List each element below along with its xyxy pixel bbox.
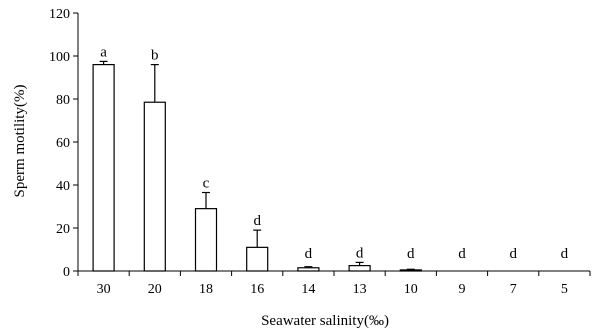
- bar: [92, 63, 115, 272]
- plot-area: 0 20 40 60 80 100 120 a 30 b 20 c 18 d 16 d 14 d 13 d 10 d 9 d 7…: [49, 7, 591, 297]
- x-tick-label: 10: [404, 282, 418, 297]
- bar: [143, 101, 166, 272]
- y-tick-label: 100: [49, 50, 70, 65]
- y-tick-label: 40: [56, 179, 70, 194]
- x-tick-label: 14: [301, 282, 315, 297]
- x-tick-label: 13: [353, 282, 367, 297]
- x-tick-label: 7: [510, 282, 517, 297]
- x-tick-label: 16: [250, 282, 264, 297]
- y-tick-label: 80: [56, 93, 70, 108]
- significance-label: d: [561, 246, 569, 262]
- significance-label: d: [458, 246, 466, 262]
- y-tick-label: 20: [56, 222, 70, 237]
- x-axis-title: Seawater salinity(‰): [261, 313, 389, 329]
- y-tick-label: 120: [49, 7, 70, 22]
- x-tick-label: 5: [561, 282, 568, 297]
- y-tick-label: 0: [63, 265, 70, 280]
- x-tick-label: 30: [97, 282, 111, 297]
- y-tick-label: 60: [56, 136, 70, 151]
- significance-label: d: [356, 245, 364, 261]
- x-tick-label: 9: [459, 282, 466, 297]
- bar: [399, 269, 422, 272]
- bar: [194, 208, 218, 272]
- significance-label: b: [151, 48, 159, 64]
- significance-label: d: [253, 213, 261, 229]
- bar: [297, 267, 320, 272]
- x-tick-label: 18: [199, 282, 213, 297]
- significance-label: d: [509, 246, 517, 262]
- x-tick-label: 20: [148, 282, 162, 297]
- bar: [348, 265, 371, 272]
- significance-label: d: [305, 246, 313, 262]
- significance-label: c: [203, 176, 210, 192]
- y-axis-title: Sperm motility(%): [12, 85, 28, 198]
- significance-label: d: [407, 246, 415, 262]
- bar: [246, 246, 269, 272]
- significance-label: a: [100, 44, 107, 60]
